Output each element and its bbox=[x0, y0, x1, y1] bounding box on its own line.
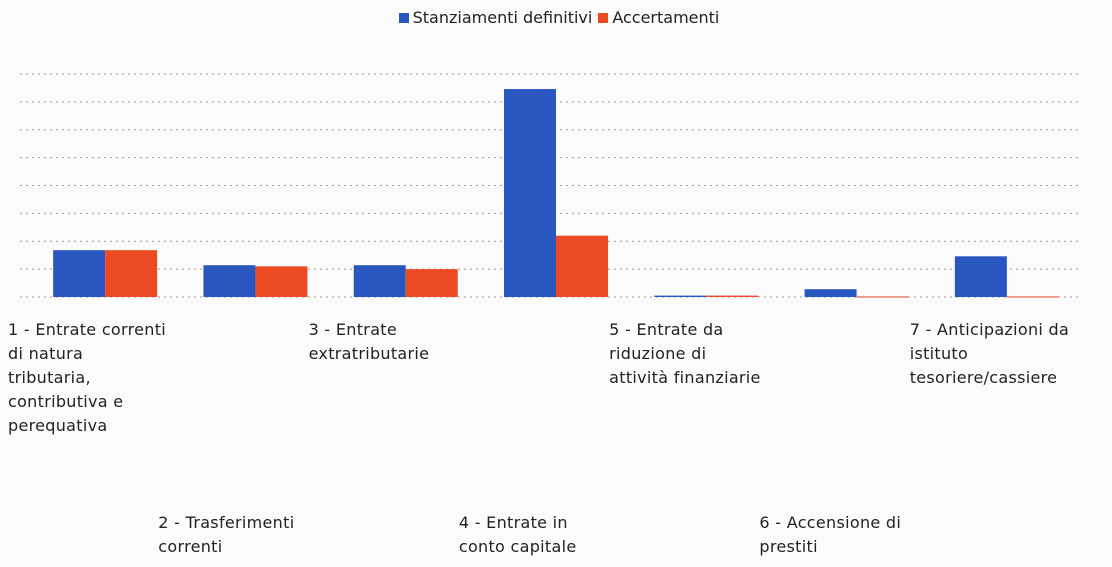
x-tick-label: 3 - Entrate extratributarie bbox=[308, 320, 430, 363]
legend-swatch bbox=[398, 13, 409, 23]
legend: Stanziamenti definitivi Accertamenti bbox=[0, 8, 1112, 27]
bar bbox=[53, 250, 106, 297]
bar bbox=[654, 295, 707, 297]
bar bbox=[504, 89, 556, 298]
bar bbox=[954, 256, 1007, 297]
bar bbox=[706, 295, 759, 297]
bar bbox=[405, 269, 458, 297]
bar bbox=[856, 296, 909, 298]
bar bbox=[556, 235, 608, 297]
bar bbox=[804, 289, 857, 297]
legend-label: Accertamenti bbox=[612, 8, 720, 27]
bar bbox=[203, 265, 256, 297]
x-tick-label: 1 - Entrate correnti di natura tributari… bbox=[8, 320, 167, 435]
bar bbox=[255, 266, 308, 297]
legend-swatch bbox=[598, 13, 609, 23]
x-tick-label: 6 - Accensione di prestiti bbox=[759, 513, 902, 556]
x-tick-label: 7 - Anticipazioni da istituto tesoriere/… bbox=[909, 320, 1070, 387]
bar bbox=[1006, 296, 1059, 298]
x-tick-label: 4 - Entrate in conto capitale bbox=[458, 513, 577, 556]
bar bbox=[353, 265, 406, 297]
x-tick-label: 2 - Trasferimenti correnti bbox=[158, 513, 295, 556]
x-tick-label: 5 - Entrate da riduzione di attività fin… bbox=[609, 320, 761, 387]
bar bbox=[105, 250, 158, 297]
legend-label: Stanziamenti definitivi bbox=[412, 8, 593, 27]
